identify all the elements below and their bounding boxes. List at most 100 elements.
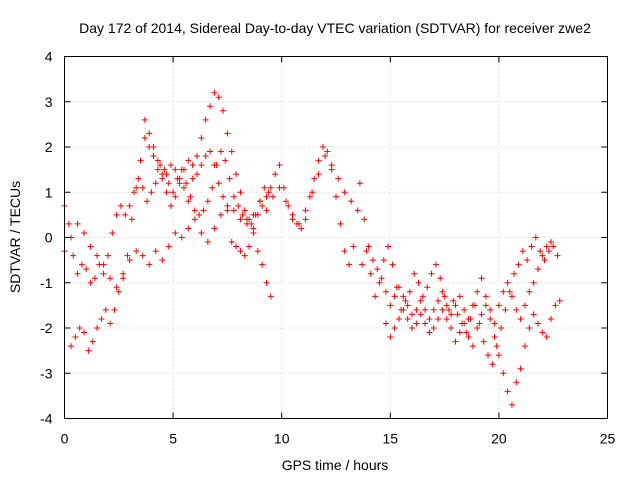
grid [64, 56, 608, 419]
data-point [391, 293, 398, 300]
data-point [541, 257, 548, 264]
data-point [87, 243, 94, 250]
data-point [183, 180, 190, 187]
data-point [556, 297, 563, 304]
data-point [241, 207, 248, 214]
data-point [530, 279, 537, 286]
data-point [348, 198, 355, 205]
data-point [469, 343, 476, 350]
data-point [356, 180, 363, 187]
data-point [157, 162, 164, 169]
data-point [228, 148, 235, 155]
data-point [428, 270, 435, 277]
data-point [198, 162, 205, 169]
data-point [237, 248, 244, 255]
data-point [439, 306, 446, 313]
data-point [515, 261, 522, 268]
series-track-e [359, 234, 561, 368]
data-point [170, 189, 177, 196]
data-point [448, 325, 455, 331]
data-point [126, 202, 133, 209]
data-point [211, 89, 218, 96]
data-point [552, 302, 559, 309]
data-point [228, 239, 235, 246]
data-point [382, 288, 389, 295]
data-point [133, 184, 140, 191]
data-point [302, 207, 309, 214]
data-point [131, 189, 138, 196]
data-point [502, 306, 509, 313]
data-point [148, 189, 155, 196]
data-point [133, 248, 140, 255]
data-point [139, 184, 146, 191]
data-point [426, 315, 433, 322]
data-point [526, 288, 533, 295]
y-tick-label: -4 [40, 411, 53, 427]
data-point [113, 211, 120, 218]
data-point [445, 306, 452, 313]
y-tick-label: 0 [45, 230, 53, 246]
data-point [354, 207, 361, 214]
data-point [372, 293, 379, 300]
data-point [422, 320, 429, 327]
data-point [139, 252, 146, 259]
data-point [172, 166, 179, 173]
data-point [209, 184, 216, 191]
data-point [180, 166, 187, 173]
data-point [202, 153, 209, 160]
data-point [185, 198, 192, 205]
x-axis-label: GPS time / hours [282, 457, 389, 473]
data-point [315, 171, 322, 178]
data-point [135, 175, 142, 182]
data-point [411, 270, 418, 277]
data-point [150, 153, 157, 160]
data-point [400, 306, 407, 313]
data-point [511, 270, 518, 277]
y-tick-label: -2 [40, 320, 53, 336]
data-point [406, 288, 413, 295]
data-point [154, 157, 161, 164]
data-point [185, 157, 192, 164]
data-point [350, 243, 357, 250]
data-point [454, 311, 461, 318]
data-point [506, 288, 513, 295]
data-point [382, 320, 389, 327]
data-point [456, 329, 463, 336]
data-point [165, 243, 172, 250]
data-point [270, 193, 277, 200]
data-point [220, 107, 227, 114]
data-point [163, 189, 170, 196]
x-tick-label: 5 [169, 431, 177, 447]
data-point [215, 94, 222, 101]
data-point [191, 207, 198, 214]
data-point [539, 252, 546, 259]
data-point [487, 306, 494, 313]
series-track-a [68, 89, 274, 354]
data-point [83, 266, 90, 273]
data-point [89, 338, 96, 345]
data-point [107, 275, 114, 282]
series-track-f [382, 297, 563, 408]
data-point [222, 157, 229, 164]
data-point [474, 325, 481, 331]
data-point [193, 171, 200, 178]
data-point [259, 202, 266, 209]
data-point [359, 261, 366, 268]
series-track-c [61, 153, 361, 291]
data-point [237, 189, 244, 196]
plot-frame [64, 56, 608, 419]
data-point [322, 153, 329, 160]
data-point [65, 220, 72, 227]
data-point [528, 243, 535, 250]
data-point [94, 325, 101, 331]
data-point [152, 248, 159, 255]
data-point [461, 320, 468, 327]
data-point [113, 284, 120, 291]
data-point [539, 329, 546, 336]
data-point [76, 325, 83, 331]
data-point [207, 148, 214, 155]
data-point [521, 343, 528, 350]
data-point [167, 162, 174, 169]
data-point [189, 175, 196, 182]
y-axis-label: SDTVAR / TECUs [7, 181, 23, 293]
